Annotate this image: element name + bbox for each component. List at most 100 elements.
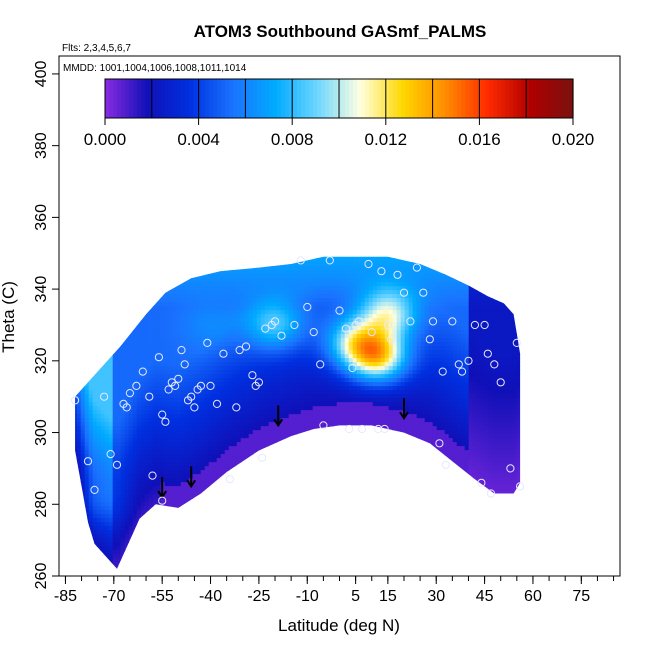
heatmap-cell xyxy=(248,538,254,543)
heatmap-cell xyxy=(244,358,250,363)
heatmap-cell xyxy=(224,562,230,567)
heatmap-cell xyxy=(208,370,214,375)
heatmap-cell xyxy=(281,570,286,575)
heatmap-cell xyxy=(96,530,102,535)
heatmap-cell xyxy=(80,386,86,391)
heatmap-cell xyxy=(252,558,258,563)
heatmap-cell xyxy=(272,478,278,483)
heatmap-cell xyxy=(121,570,126,575)
heatmap-cell xyxy=(69,530,74,535)
heatmap-cell xyxy=(268,386,274,391)
heatmap-cell xyxy=(300,446,306,451)
heatmap-cell xyxy=(180,506,186,511)
heatmap-cell xyxy=(192,406,198,411)
heatmap-cell xyxy=(124,450,130,455)
heatmap-cell xyxy=(296,402,302,407)
heatmap-cell xyxy=(288,438,294,443)
heatmap-cell xyxy=(300,458,306,463)
heatmap-cell xyxy=(280,462,286,467)
heatmap-cell xyxy=(292,410,298,415)
heatmap-cell xyxy=(120,466,126,471)
heatmap-cell xyxy=(168,474,174,479)
heatmap-cell xyxy=(261,570,266,575)
heatmap-cell xyxy=(184,474,190,479)
heatmap-cell xyxy=(304,322,310,327)
heatmap-cell xyxy=(160,438,166,443)
heatmap-cell xyxy=(76,410,82,415)
heatmap-cell xyxy=(252,314,258,319)
heatmap-cell xyxy=(188,354,194,359)
heatmap-cell xyxy=(120,362,126,367)
heatmap-cell xyxy=(157,250,162,255)
heatmap-cell xyxy=(296,326,302,331)
heatmap-cell xyxy=(288,562,294,567)
heatmap-cell xyxy=(256,342,262,347)
heatmap-cell xyxy=(92,406,98,411)
heatmap-cell xyxy=(184,490,190,495)
heatmap-cell xyxy=(244,554,250,559)
heatmap-cell xyxy=(268,362,274,367)
heatmap-cell xyxy=(156,350,162,355)
heatmap-cell xyxy=(196,546,202,551)
heatmap-cell xyxy=(221,250,226,255)
heatmap-cell xyxy=(164,294,170,299)
heatmap-cell xyxy=(136,330,142,335)
heatmap-cell xyxy=(300,410,306,415)
heatmap-cell xyxy=(116,474,122,479)
heatmap-cell xyxy=(124,482,130,487)
heatmap-cell xyxy=(148,370,154,375)
heatmap-cell xyxy=(160,374,166,379)
heatmap-cell xyxy=(288,514,294,519)
heatmap-cell xyxy=(69,274,74,279)
heatmap-cell xyxy=(116,366,122,371)
heatmap-cell xyxy=(220,494,226,499)
heatmap-cell xyxy=(112,486,118,491)
heatmap-cell xyxy=(112,450,118,455)
heatmap-cell xyxy=(75,306,78,311)
heatmap-cell xyxy=(160,418,166,423)
heatmap-cell xyxy=(240,314,246,319)
heatmap-cell xyxy=(296,558,302,563)
heatmap-cell xyxy=(224,550,230,555)
heatmap-cell xyxy=(292,510,298,515)
heatmap-cell xyxy=(80,430,86,435)
heatmap-cell xyxy=(292,290,298,295)
heatmap-cell xyxy=(160,530,166,535)
heatmap-cell xyxy=(196,338,202,343)
heatmap-cell xyxy=(160,274,166,279)
heatmap-cell xyxy=(244,514,250,519)
heatmap-cell xyxy=(172,410,178,415)
heatmap-cell xyxy=(276,466,282,471)
heatmap-cell xyxy=(252,270,258,275)
heatmap-cell xyxy=(204,262,210,267)
heatmap-cell xyxy=(264,422,270,427)
heatmap-cell xyxy=(268,530,274,535)
heatmap-cell xyxy=(256,422,262,427)
heatmap-cell xyxy=(148,538,154,543)
heatmap-cell xyxy=(288,342,294,347)
heatmap-cell xyxy=(260,362,266,367)
heatmap-cell xyxy=(268,546,274,551)
heatmap-cell xyxy=(276,374,282,379)
heatmap-cell xyxy=(156,446,162,451)
heatmap-cell xyxy=(164,458,170,463)
heatmap-cell xyxy=(200,546,206,551)
heatmap-cell xyxy=(116,286,122,291)
heatmap-cell xyxy=(152,566,158,569)
heatmap-cell xyxy=(104,318,110,323)
heatmap-cell xyxy=(76,306,82,311)
heatmap-cell xyxy=(280,334,286,339)
heatmap-cell xyxy=(216,326,222,331)
heatmap-cell xyxy=(208,350,214,355)
heatmap-cell xyxy=(268,458,274,463)
heatmap-cell xyxy=(92,278,98,283)
heatmap-cell xyxy=(188,330,194,335)
heatmap-cell xyxy=(164,402,170,407)
heatmap-cell xyxy=(104,326,110,331)
heatmap-cell xyxy=(180,374,186,379)
heatmap-cell xyxy=(104,394,110,399)
heatmap-cell xyxy=(304,406,310,411)
heatmap-cell xyxy=(268,406,274,411)
heatmap-cell xyxy=(276,498,282,503)
heatmap-cell xyxy=(244,330,250,335)
